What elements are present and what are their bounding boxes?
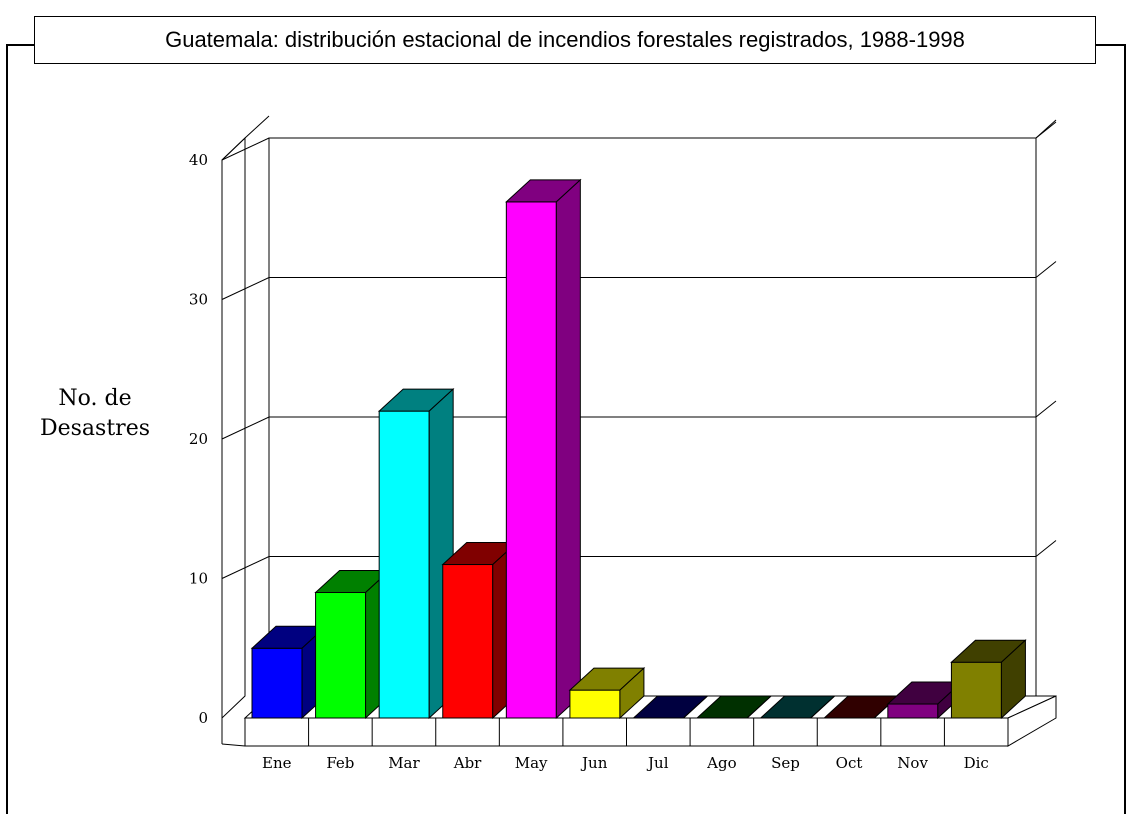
bar-jul [632, 695, 709, 719]
bar-front [442, 564, 494, 719]
x-tick-label: Jul [646, 754, 669, 772]
wall-edge [221, 137, 246, 161]
bar-abr [441, 541, 519, 720]
x-tick-label: Nov [897, 754, 928, 772]
y-axis-label-line-1: No. de [58, 386, 132, 411]
bar-ene [250, 625, 328, 720]
x-tick-label: Oct [836, 754, 863, 772]
y-tick-label: 10 [189, 570, 208, 588]
bar-front [887, 703, 939, 719]
bar-side [555, 178, 581, 720]
bar-feb [314, 569, 391, 720]
x-tick-label: Ago [706, 754, 736, 772]
left-wall [221, 136, 246, 720]
bar-front [569, 689, 621, 719]
bar-side [746, 695, 772, 719]
bar-mar [377, 387, 455, 720]
bar-ago [695, 695, 773, 719]
bar-front [505, 201, 557, 719]
floor-side [1007, 695, 1057, 747]
y-tick-labels: 0 10 20 30 40 [189, 151, 208, 727]
bar-front [378, 410, 430, 719]
x-tick-labels: Ene Feb Mar Abr May Jun Jul Ago Sep Oct Nov Dic [262, 754, 989, 772]
gridlines [221, 121, 1057, 579]
x-tick-label: Jun [580, 754, 608, 772]
chart-title-text: Guatemala: distribución estacional de in… [165, 27, 965, 52]
bar-front [950, 661, 1002, 719]
chart-title: Guatemala: distribución estacional de in… [34, 16, 1096, 64]
x-tick-label: May [515, 754, 548, 772]
bar-sep [759, 695, 836, 719]
bar-side [810, 695, 836, 719]
y-tick-label: 0 [198, 709, 208, 727]
gridline [221, 121, 1057, 161]
bar-side [619, 666, 645, 720]
bar-side [683, 695, 708, 719]
bar-jun [568, 666, 646, 720]
x-tick-label: Dic [964, 754, 989, 772]
y-tick-label: 40 [189, 151, 208, 169]
x-tick-label: Feb [326, 754, 354, 772]
bars [250, 178, 1027, 720]
floor-edge [221, 743, 246, 747]
x-tick-label: Sep [771, 754, 800, 772]
x-tick-label: Ene [262, 754, 292, 772]
bar-front [251, 647, 303, 719]
y-axis-label-line-2: Desastres [39, 416, 151, 441]
bar-front [315, 591, 367, 719]
bar-dic [950, 639, 1027, 720]
x-tick-label: Mar [388, 754, 420, 772]
bar-side [1000, 639, 1026, 720]
gridline [221, 261, 1057, 300]
y-tick-label: 20 [189, 430, 208, 448]
bar-may [505, 178, 582, 720]
gridline [221, 400, 1057, 440]
wall-edge [244, 115, 270, 139]
y-axis-label: No. de Desastres [20, 384, 170, 444]
gridline [221, 540, 1057, 579]
x-tick-label: Abr [453, 754, 482, 772]
y-tick-label: 30 [189, 291, 208, 309]
